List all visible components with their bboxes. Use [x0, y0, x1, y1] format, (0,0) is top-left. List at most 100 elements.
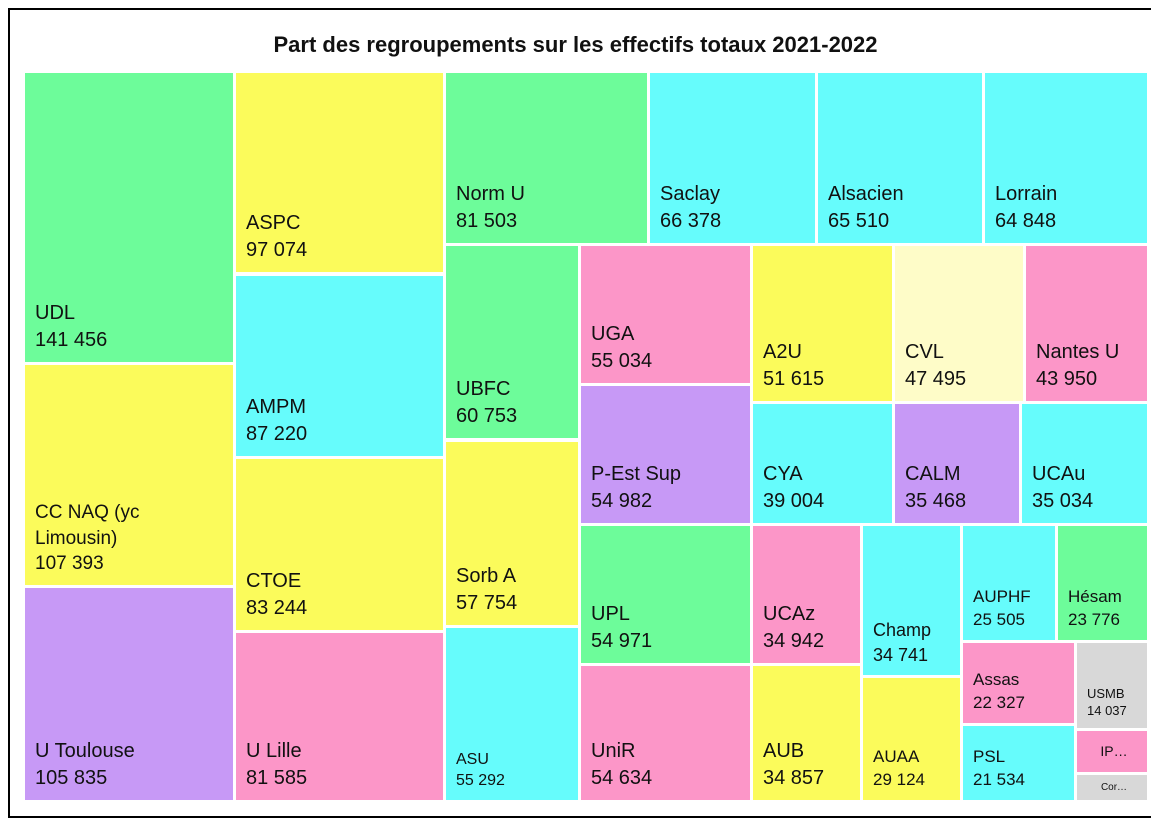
tile-value: 29 124: [873, 770, 925, 790]
tile: CYA 39 004: [753, 404, 892, 523]
tile-label: Saclay: [660, 183, 721, 205]
tile: UCAz 34 942: [753, 526, 860, 663]
tile: Saclay 66 378: [650, 73, 815, 243]
tile-label: UGA: [591, 323, 635, 345]
tile-value: 23 776: [1068, 610, 1120, 630]
tile-value: 105 835: [35, 767, 108, 789]
tile-value: 141 456: [35, 329, 108, 351]
tile: Nantes U 43 950: [1026, 246, 1147, 401]
tile-label: UDL: [35, 302, 76, 324]
tile-value: 54 982: [591, 490, 653, 512]
tile: UGA 55 034: [581, 246, 750, 383]
tile: Sorb A 57 754: [446, 442, 578, 625]
tile: Champ 34 741: [863, 526, 960, 675]
tile-value: 34 741: [873, 644, 929, 665]
tile-value: 55 292: [456, 772, 505, 790]
tile-value: 22 327: [973, 693, 1025, 713]
tile: CALM 35 468: [895, 404, 1019, 523]
tile-label: USMB: [1087, 685, 1125, 701]
tile-value: 81 503: [456, 210, 518, 232]
tile-label: UPL: [591, 603, 630, 625]
tile-value: 14 037: [1087, 703, 1127, 719]
tile-label: Norm U: [456, 183, 525, 205]
tile-label: Nantes U: [1036, 341, 1120, 363]
tile-label: CTOE: [246, 570, 302, 592]
tile: A2U 51 615: [753, 246, 892, 401]
tile-label: CC NAQ (yc Limousin): [35, 502, 140, 549]
tile-label: Alsacien: [828, 183, 904, 205]
tile-value: 54 634: [591, 767, 653, 789]
tile: Norm U 81 503: [446, 73, 647, 243]
tile-label: UBFC: [456, 378, 511, 400]
tile-value: 51 615: [763, 368, 825, 390]
tile-label: ASPC: [246, 212, 301, 234]
tile-value: 65 510: [828, 210, 890, 232]
tile: P-Est Sup 54 982: [581, 386, 750, 523]
tile: UCAu 35 034: [1022, 404, 1147, 523]
tile: UBFC 60 753: [446, 246, 578, 438]
tile-label: P-Est Sup: [591, 463, 682, 485]
tile-value: 87 220: [246, 423, 308, 445]
tile: IP…: [1077, 731, 1147, 772]
tile-label: ASU: [456, 750, 489, 768]
tile: ASPC 97 074: [236, 73, 443, 272]
tile: USMB 14 037: [1077, 643, 1147, 728]
tile-label: U Toulouse: [35, 740, 135, 762]
tile-label: CVL: [905, 341, 944, 363]
tile-label: Hésam: [1068, 587, 1122, 607]
tile-value: 57 754: [456, 592, 518, 614]
tile-value: 83 244: [246, 597, 308, 619]
tile-label: UCAz: [763, 603, 816, 625]
tile: UDL 141 456: [25, 73, 233, 362]
tile: AUAA 29 124: [863, 678, 960, 800]
tile-label: AUB: [763, 740, 805, 762]
tile-value: 34 857: [763, 767, 825, 789]
tile-label: PSL: [973, 747, 1006, 767]
tile: ASU 55 292: [446, 628, 578, 800]
tile-value: 35 034: [1032, 490, 1094, 512]
tile-value: 47 495: [905, 368, 967, 390]
tile: Assas 22 327: [963, 643, 1074, 723]
tile-value: 21 534: [973, 770, 1025, 790]
tile: AMPM 87 220: [236, 276, 443, 456]
tile-label: Sorb A: [456, 565, 517, 587]
tile: Alsacien 65 510: [818, 73, 982, 243]
chart-title: Part des regroupements sur les effectifs…: [273, 32, 878, 57]
tile: PSL 21 534: [963, 726, 1074, 800]
tile: AUPHF 25 505: [963, 526, 1055, 640]
tile-value: 66 378: [660, 210, 722, 232]
tile: UPL 54 971: [581, 526, 750, 663]
tile-value: 54 971: [591, 630, 653, 652]
tile-value: 34 942: [763, 630, 825, 652]
tile: CVL 47 495: [895, 246, 1023, 401]
tile-label: Lorrain: [995, 183, 1058, 205]
tile-label: CYA: [763, 463, 803, 485]
tile-label: Champ: [873, 620, 932, 641]
tile-value: 107 393: [35, 553, 104, 575]
tile: Hésam 23 776: [1058, 526, 1147, 640]
tile-label: AMPM: [246, 396, 306, 418]
tile: Lorrain 64 848: [985, 73, 1147, 243]
tile-value: 81 585: [246, 767, 308, 789]
tile: CC NAQ (yc Limousin) 107 393: [25, 365, 233, 585]
tile-value: 43 950: [1036, 368, 1098, 390]
tile-value: 64 848: [995, 210, 1057, 232]
tile-label: CALM: [905, 463, 961, 485]
tile-label: A2U: [763, 341, 802, 363]
tile: CTOE 83 244: [236, 459, 443, 630]
tile-label: AUPHF: [973, 587, 1031, 607]
tile-label: U Lille: [246, 740, 302, 762]
tile-value: 39 004: [763, 490, 825, 512]
tile-value: 60 753: [456, 405, 518, 427]
tile: Cor…: [1077, 775, 1147, 800]
tile: AUB 34 857: [753, 666, 860, 800]
tile-label: AUAA: [873, 747, 920, 767]
tile-label: IP…: [1100, 743, 1128, 760]
tile-label: Cor…: [1100, 781, 1128, 793]
tile-value: 25 505: [973, 610, 1025, 630]
tile-label: UCAu: [1032, 463, 1086, 485]
tile: U Lille 81 585: [236, 633, 443, 800]
tile-label: Assas: [973, 670, 1020, 690]
tile-value: 35 468: [905, 490, 967, 512]
